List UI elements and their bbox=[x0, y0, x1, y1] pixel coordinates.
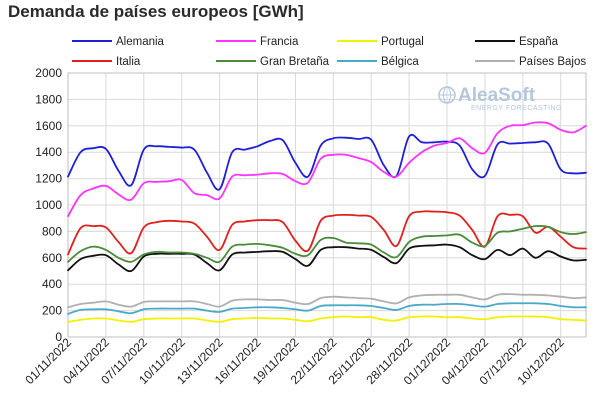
legend-item-espana: España bbox=[475, 36, 559, 48]
y-tick-label: 1000 bbox=[35, 198, 62, 212]
watermark-tagline: ENERGY FORECASTING bbox=[471, 105, 562, 112]
y-tick-label: 1400 bbox=[35, 145, 62, 159]
series-line-gran-bretana bbox=[67, 225, 587, 264]
legend-label: Francia bbox=[260, 36, 299, 48]
legend-item-portugal: Portugal bbox=[337, 36, 424, 48]
series-line-espana bbox=[67, 243, 587, 273]
series-line-paises-bajos bbox=[67, 293, 587, 309]
legend-label: Alemania bbox=[116, 36, 165, 48]
legend-item-alemania: Alemania bbox=[72, 36, 165, 48]
legend-item-francia: Francia bbox=[216, 36, 299, 48]
y-tick-label: 400 bbox=[42, 277, 62, 291]
watermark: AleaSoft ENERGY FORECASTING bbox=[438, 85, 562, 112]
chart-title: Demanda de países europeos [GWh] bbox=[8, 2, 304, 21]
y-tick-label: 0 bbox=[55, 330, 62, 344]
series-line-francia bbox=[67, 121, 587, 218]
series-line-belgica bbox=[67, 302, 587, 315]
legend-item-paises-bajos: Países Bajos bbox=[475, 56, 586, 68]
legend-item-gran-bretana: Gran Bretaña bbox=[216, 56, 330, 68]
y-tick-label: 1200 bbox=[35, 172, 62, 186]
globe-icon bbox=[438, 86, 456, 104]
y-tick-label: 1600 bbox=[35, 119, 62, 133]
legend-label: Bélgica bbox=[381, 56, 419, 68]
watermark-logo: AleaSoft bbox=[458, 85, 536, 106]
grid bbox=[67, 72, 587, 338]
plot-area bbox=[67, 72, 587, 338]
y-tick-label: 600 bbox=[42, 251, 62, 265]
legend-label: Italia bbox=[116, 56, 141, 68]
legend-label: Portugal bbox=[381, 36, 424, 48]
legend-label: Gran Bretaña bbox=[260, 56, 330, 68]
y-tick-label: 1800 bbox=[35, 92, 62, 106]
legend-label: Países Bajos bbox=[519, 56, 586, 68]
y-tick-label: 2000 bbox=[35, 66, 62, 80]
series-line-portugal bbox=[67, 315, 587, 323]
legend-item-belgica: Bélgica bbox=[337, 56, 419, 68]
y-tick-label: 200 bbox=[42, 304, 62, 318]
series-lines bbox=[67, 121, 587, 323]
legend-label: España bbox=[519, 36, 559, 48]
y-tick-label: 800 bbox=[42, 224, 62, 238]
series-line-italia bbox=[67, 210, 587, 256]
legend: Alemania Francia Portugal España Italia Gran … bbox=[72, 36, 586, 68]
legend-item-italia: Italia bbox=[72, 56, 141, 68]
series-line-alemania bbox=[67, 133, 587, 191]
